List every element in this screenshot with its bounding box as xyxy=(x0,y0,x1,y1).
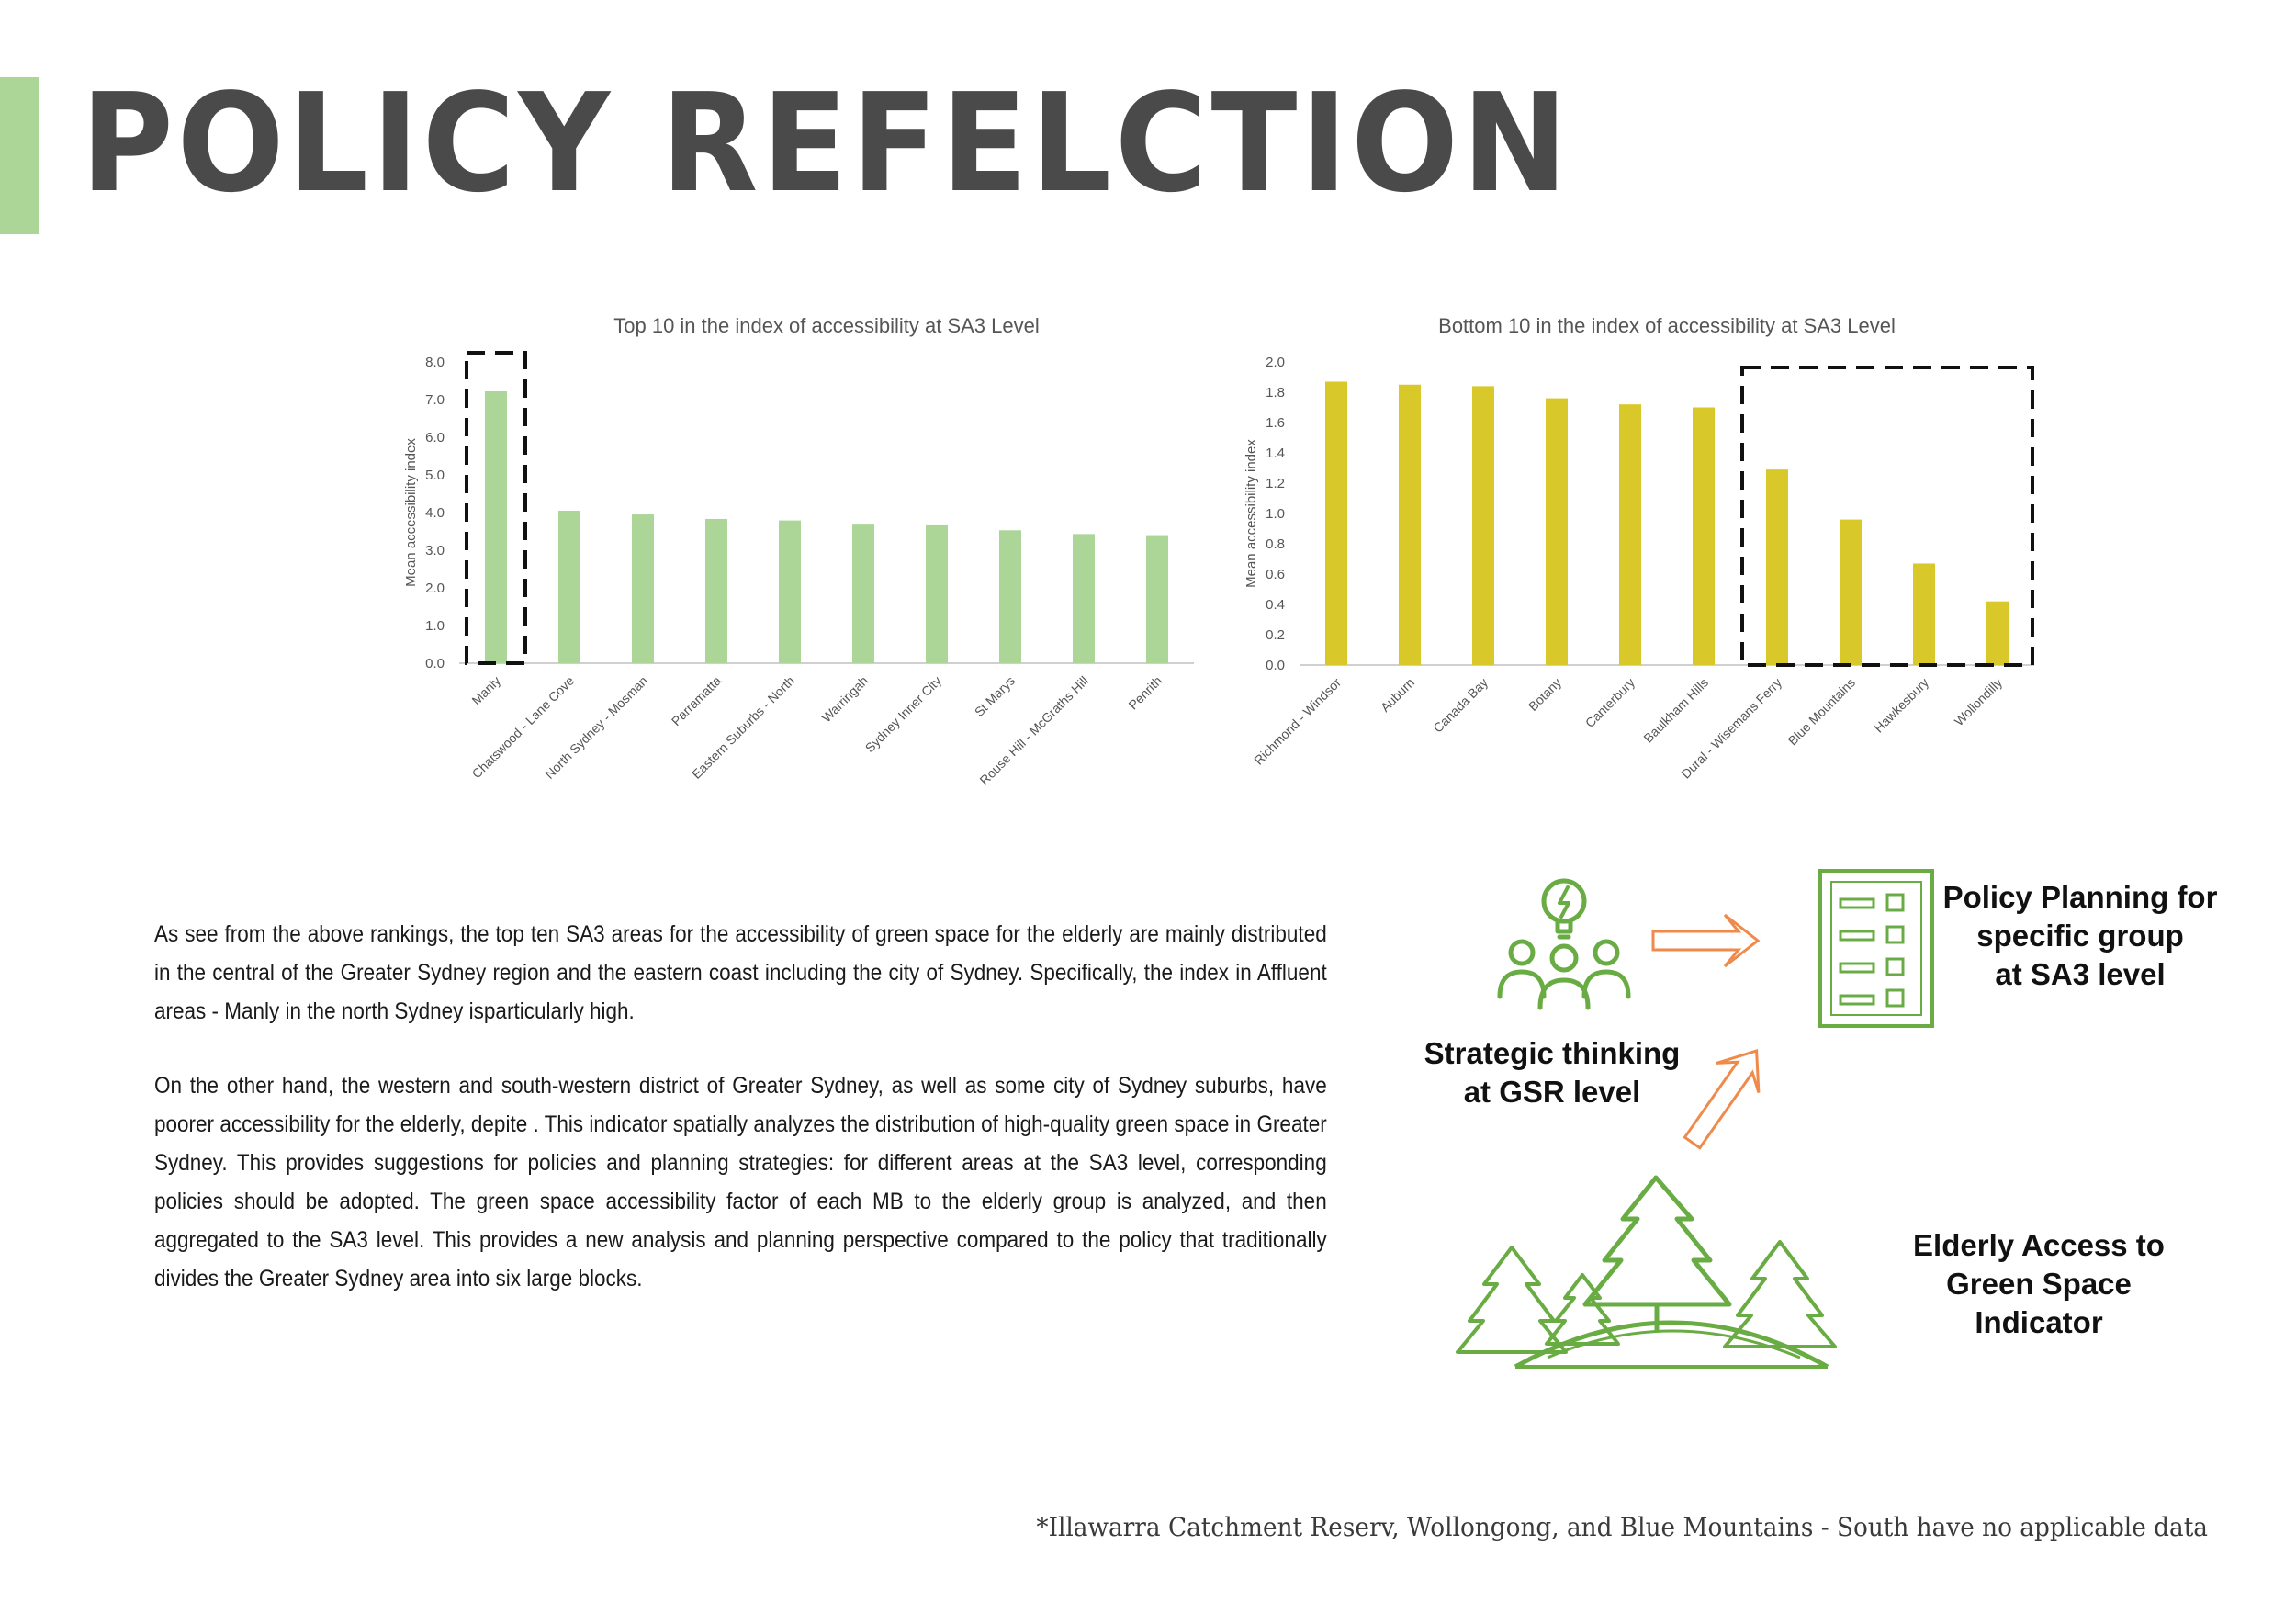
body-paragraph-2: On the other hand, the western and south… xyxy=(154,1073,1327,1291)
bar-penrith xyxy=(1146,535,1168,663)
y-tick-label: 0.0 xyxy=(1266,658,1285,673)
bar-canterbury xyxy=(1619,404,1641,665)
bar-rouse-hill-mcgraths-hill xyxy=(1073,534,1095,663)
y-tick-label: 1.0 xyxy=(425,618,445,634)
title-accent-bar xyxy=(0,77,39,234)
checklist-icon xyxy=(1818,869,1934,1028)
trees-icon xyxy=(1456,1175,1837,1370)
highlight-box xyxy=(1740,366,2034,667)
bar-st-marys xyxy=(999,530,1021,663)
bar-baulkham-hills xyxy=(1693,407,1715,665)
x-tick-label: Botany xyxy=(1525,675,1564,714)
y-axis-label: Mean accessibility index xyxy=(1244,439,1259,588)
highlight-box xyxy=(465,351,527,665)
x-tick-label: Baulkham Hills xyxy=(1640,675,1711,746)
y-tick-label: 0.8 xyxy=(1266,536,1285,552)
chart-title: Top 10 in the index of accessibility at … xyxy=(613,314,1040,337)
y-tick-label: 0.4 xyxy=(1266,597,1285,613)
x-tick-label: Canterbury xyxy=(1582,675,1638,730)
y-tick-label: 1.0 xyxy=(1266,506,1285,522)
chart-svg: Bottom 10 in the index of accessibility … xyxy=(1244,314,2034,782)
x-tick-label: Warringah xyxy=(819,673,872,726)
y-tick-label: 6.0 xyxy=(425,430,445,445)
x-tick-label: Wollondilly xyxy=(1952,675,2005,728)
bar-sydney-inner-city xyxy=(926,524,948,663)
footnote: *Illawarra Catchment Reserv, Wollongong,… xyxy=(1036,1512,2208,1542)
bar-canada-bay xyxy=(1472,386,1494,665)
y-tick-label: 0.0 xyxy=(425,656,445,671)
strategic-thinking-label: Strategic thinking at GSR level xyxy=(1424,1036,1681,1109)
y-tick-label: 4.0 xyxy=(425,505,445,521)
y-tick-label: 0.6 xyxy=(1266,567,1285,582)
y-tick-label: 1.4 xyxy=(1266,445,1285,461)
bar-auburn xyxy=(1399,384,1421,665)
y-tick-label: 5.0 xyxy=(425,468,445,483)
x-tick-label: Parramatta xyxy=(669,673,724,728)
policy-planning-label: Policy Planning for specific group at SA… xyxy=(1942,880,2218,991)
diagram-graphics xyxy=(1456,869,1934,1370)
bottom-10-accessibility-chart: Bottom 10 in the index of accessibility … xyxy=(1226,310,2053,814)
elderly-access-label: Elderly Access to Green Space Indicator xyxy=(1913,1228,2165,1339)
y-tick-label: 1.6 xyxy=(1266,415,1285,431)
bar-botany xyxy=(1546,398,1568,665)
x-tick-label: Penrith xyxy=(1125,673,1165,713)
chart-title: Bottom 10 in the index of accessibility … xyxy=(1438,314,1896,337)
y-tick-label: 8.0 xyxy=(425,355,445,370)
y-tick-label: 1.8 xyxy=(1266,385,1285,400)
policy-flow-diagram: Strategic thinking at GSR level Policy P… xyxy=(1396,845,2259,1387)
y-axis-label: Mean accessibility index xyxy=(403,438,419,587)
bar-eastern-suburbs-north xyxy=(779,520,801,663)
body-paragraph-1: As see from the above rankings, the top … xyxy=(154,921,1327,1024)
x-tick-label: St Marys xyxy=(972,673,1018,719)
bar-dural-wisemans-ferry xyxy=(1766,469,1788,665)
y-tick-label: 7.0 xyxy=(425,392,445,408)
lightbulb-people-icon xyxy=(1497,878,1631,1010)
top-10-accessibility-chart: Top 10 in the index of accessibility at … xyxy=(386,310,1212,814)
bar-richmond-windsor xyxy=(1325,381,1347,665)
y-tick-label: 2.0 xyxy=(425,581,445,596)
x-tick-label: Sydney Inner City xyxy=(862,673,944,755)
x-tick-label: Hawkesbury xyxy=(1871,675,1931,736)
arrow-up-right-icon xyxy=(1683,1048,1761,1150)
bar-north-sydney-mosman xyxy=(632,514,654,663)
x-tick-label: Blue Mountains xyxy=(1785,675,1859,749)
body-text: As see from the above rankings, the top … xyxy=(154,915,1328,1334)
bar-blue-mountains xyxy=(1840,519,1862,665)
bar-manly xyxy=(485,390,507,663)
bar-wollondilly xyxy=(1986,601,2009,665)
x-tick-label: Richmond - Windsor xyxy=(1251,675,1344,768)
page-title: POLICY REFELCTION xyxy=(81,64,1571,222)
bar-parramatta xyxy=(705,518,727,663)
bar-chatswood-lane-cove xyxy=(558,510,580,663)
x-tick-label: Manly xyxy=(468,673,503,708)
y-tick-label: 2.0 xyxy=(1266,355,1285,370)
x-tick-label: Canada Bay xyxy=(1430,675,1491,736)
y-tick-label: 0.2 xyxy=(1266,627,1285,643)
bar-warringah xyxy=(852,524,874,663)
bar-hawkesbury xyxy=(1913,563,1935,665)
arrow-right-icon xyxy=(1651,913,1761,968)
y-tick-label: 1.2 xyxy=(1266,476,1285,491)
y-tick-label: 3.0 xyxy=(425,543,445,558)
x-tick-label: Auburn xyxy=(1378,675,1417,715)
chart-svg: Top 10 in the index of accessibility at … xyxy=(403,314,1194,787)
